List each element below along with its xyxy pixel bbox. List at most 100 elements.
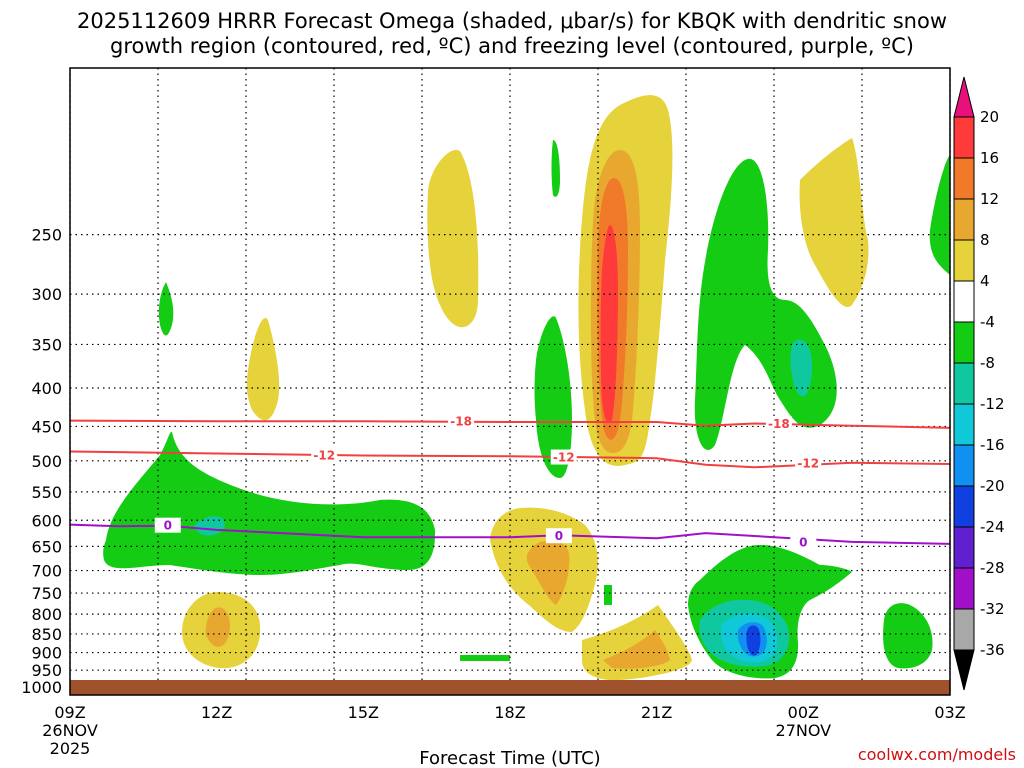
y-tick-label: 650 [31, 537, 62, 556]
colorbar-label: 12 [980, 190, 999, 208]
colorbar-label: 4 [980, 272, 990, 290]
y-tick-label: 900 [31, 644, 62, 663]
contour-label-bg [448, 413, 475, 429]
contour-label-bg [790, 534, 817, 550]
colorbar-label: -24 [980, 518, 1005, 536]
colorbar-segment [953, 157, 975, 200]
omega-region-downward-20 [746, 625, 761, 656]
omega-region-downward-4 [460, 655, 510, 661]
omega-region-upward-8 [526, 540, 570, 605]
omega-region-upward-20 [600, 225, 618, 424]
colorbar-segment [953, 362, 975, 405]
contour-label-bg [311, 447, 338, 463]
credit-text: coolwx.com/models [858, 745, 1016, 764]
colorbar-label: 8 [980, 231, 990, 249]
x-tick-label: 12Z [201, 703, 232, 722]
colorbar-label: -8 [980, 354, 995, 372]
colorbar: 20 16 12 8 4 -4 -8 -12 -16 -20 -24 -28 -32 -36 [953, 76, 1005, 691]
temperature-contours: -18 -18 -12 -12 -12 0 0 0 [69, 413, 951, 550]
plot-border [69, 67, 951, 696]
y-tick-label: 550 [31, 483, 62, 502]
omega-region-downward-4 [103, 431, 436, 575]
colorbar-segment [953, 239, 975, 282]
colorbar-label: -36 [980, 641, 1005, 659]
colorbar-segment [953, 485, 975, 528]
y-tick-label: 350 [31, 335, 62, 354]
y-tick-label: 850 [31, 625, 62, 644]
grid-lines [69, 68, 951, 695]
y-tick-label: 700 [31, 562, 62, 581]
contour-label: -18 [450, 414, 472, 428]
colorbar-label: 16 [980, 149, 999, 167]
x-tick-label: 18Z [494, 703, 525, 722]
y-tick-label: 750 [31, 584, 62, 603]
y-tick-label: 950 [31, 661, 62, 680]
y-tick-label: 600 [31, 511, 62, 530]
contour-label-bg [545, 528, 572, 544]
omega-region-upward-8 [205, 607, 230, 647]
omega-region-upward-8 [603, 630, 670, 669]
colorbar-segment [953, 403, 975, 446]
contour-label: -18 [768, 417, 790, 431]
omega-region-upward-4 [799, 138, 869, 307]
y-tick-label: 300 [31, 285, 62, 304]
colorbar-segment [953, 198, 975, 241]
colorbar-label: -12 [980, 395, 1005, 413]
x-tick-label: 03Z [934, 703, 965, 722]
y-tick-label: 1000 [21, 678, 62, 697]
y-tick-label: 250 [31, 226, 62, 245]
chart-title-line2: growth region (contoured, red, ºC) and f… [110, 34, 914, 58]
colorbar-label: -20 [980, 477, 1005, 495]
colorbar-label: -16 [980, 436, 1005, 454]
colorbar-segment [953, 321, 975, 364]
colorbar-segment [953, 567, 975, 610]
omega-region-upward-4 [427, 149, 479, 328]
x-tick-label: 09Z [54, 703, 85, 722]
omega-region-downward-4 [604, 585, 612, 605]
omega-region-downward-4 [158, 282, 174, 336]
colorbar-segment [953, 608, 975, 651]
contour-label-bg [765, 416, 792, 432]
y-tick-label: 500 [31, 452, 62, 471]
y-tick-label: 450 [31, 417, 62, 436]
colorbar-label: -28 [980, 559, 1005, 577]
contour-line [69, 523, 951, 545]
contour-label-bg [795, 455, 822, 471]
colorbar-label: 20 [980, 108, 999, 126]
x-tick-label: 15Z [348, 703, 379, 722]
colorbar-segment [953, 444, 975, 487]
omega-region-downward-4 [929, 155, 950, 275]
chart-title-line1: 2025112609 HRRR Forecast Omega (shaded, … [77, 9, 947, 33]
colorbar-segment [953, 280, 975, 323]
contour-label: 0 [164, 519, 172, 533]
contour-label: -12 [313, 449, 335, 463]
contour-label: -12 [797, 456, 819, 470]
x-tick-label: 00Z [788, 703, 819, 722]
colorbar-bottom-arrow [953, 649, 975, 691]
contour-line [69, 419, 951, 429]
colorbar-label: -4 [980, 313, 995, 331]
contour-label: 0 [555, 529, 563, 543]
omega-region-downward-8 [790, 339, 813, 397]
x-axis-label: Forecast Time (UTC) [419, 748, 600, 768]
omega-shading-mid [205, 150, 670, 669]
contour-label: 0 [799, 535, 807, 549]
omega-shading-downward [103, 140, 950, 679]
y-tick-label: 800 [31, 605, 62, 624]
x-tick-date: 27NOV [776, 721, 832, 740]
omega-region-upward-4 [246, 318, 280, 421]
contour-label: -12 [553, 451, 575, 465]
x-tick-date: 26NOV [42, 721, 98, 740]
contour-label-bg [550, 449, 577, 465]
omega-region-downward-4 [534, 316, 572, 478]
colorbar-top-arrow [953, 76, 975, 118]
colorbar-segment [953, 526, 975, 569]
terrain-strip [70, 680, 950, 695]
colorbar-segment [953, 116, 975, 159]
omega-region-downward-4 [551, 140, 560, 197]
y-tick-label: 400 [31, 379, 62, 398]
colorbar-label: -32 [980, 600, 1005, 618]
x-tick-label: 21Z [641, 703, 672, 722]
